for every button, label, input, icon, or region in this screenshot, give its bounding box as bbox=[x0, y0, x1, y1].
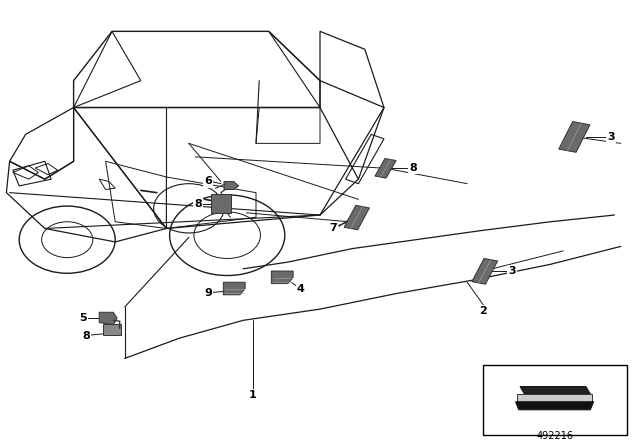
Text: 8: 8 bbox=[83, 331, 90, 341]
Polygon shape bbox=[559, 121, 590, 152]
Polygon shape bbox=[224, 181, 239, 190]
Polygon shape bbox=[516, 402, 594, 410]
Text: 3: 3 bbox=[607, 132, 615, 142]
Text: 3: 3 bbox=[508, 266, 516, 276]
Bar bbox=[483, 365, 627, 435]
Polygon shape bbox=[520, 387, 591, 394]
Polygon shape bbox=[517, 394, 593, 402]
Text: 6: 6 bbox=[204, 177, 212, 186]
Text: 8: 8 bbox=[409, 163, 417, 173]
Polygon shape bbox=[344, 205, 369, 230]
Text: 5: 5 bbox=[79, 313, 87, 323]
Text: 8: 8 bbox=[195, 199, 202, 209]
Text: 2: 2 bbox=[479, 306, 487, 316]
FancyBboxPatch shape bbox=[103, 324, 120, 335]
Polygon shape bbox=[472, 258, 498, 284]
Text: 492216: 492216 bbox=[537, 431, 574, 441]
Text: 1: 1 bbox=[249, 390, 257, 400]
Text: 7: 7 bbox=[329, 224, 337, 233]
Polygon shape bbox=[99, 312, 117, 325]
Polygon shape bbox=[375, 159, 396, 178]
Polygon shape bbox=[271, 271, 293, 284]
FancyBboxPatch shape bbox=[211, 194, 231, 213]
Text: 4: 4 bbox=[297, 284, 305, 294]
Polygon shape bbox=[223, 282, 245, 295]
Text: 9: 9 bbox=[204, 289, 212, 298]
